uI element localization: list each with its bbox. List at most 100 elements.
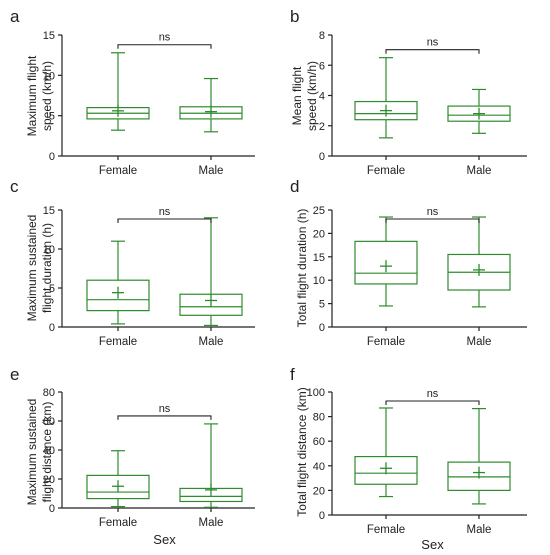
x-tick-label: Female [99,517,137,529]
iqr-box [86,279,150,312]
iqr-box [447,461,511,491]
significance-label: ns [159,403,171,415]
significance-bracket [385,400,480,405]
y-axis-label-line: Maximum flight [25,55,39,136]
significance-label: ns [427,37,439,49]
y-axis-label-line: Maximum sustained [25,399,39,506]
panel-letter: b [290,7,299,26]
y-axis-label: Maximum sustainedflight distance (km) [25,399,54,506]
y-tick-label: 6 [319,60,325,72]
x-tick-label: Male [467,336,492,348]
y-tick-label: 20 [43,474,55,486]
y-tick-label: 80 [313,412,325,424]
x-tick-label: Female [367,336,405,348]
iqr-box [354,240,418,285]
x-tick-label: Male [199,165,224,177]
iqr-box [354,455,418,485]
iqr-box [86,474,150,500]
panel-letter: a [10,7,20,26]
y-tick-label: 0 [319,322,325,334]
y-tick-label: 10 [43,70,55,82]
y-tick-label: 80 [43,387,55,399]
x-tick-label: Male [199,336,224,348]
y-axis-label: Maximum flightspeed (km/h) [25,55,54,136]
y-tick-label: 40 [313,461,325,473]
y-tick-label: 0 [319,151,325,163]
x-axis-label: Sex [421,537,444,552]
significance-label: ns [159,206,171,218]
x-tick-label: Male [467,165,492,177]
x-axis-label: Sex [153,532,176,547]
y-axis-label-line: Mean flight [290,66,304,125]
y-tick-label: 2 [319,121,325,133]
significance-bracket [117,44,212,49]
panel-b: b 0 2 4 6 8 Female Male Mean flightspeed (km/h) n… [290,7,527,177]
iqr-box [447,105,511,122]
y-tick-label: 25 [313,205,325,217]
box-female [354,57,418,139]
y-axis-label: Mean flightspeed (km/h) [290,61,319,131]
y-axis-label-line: speed (km/h) [305,61,319,131]
y-tick-label: 20 [313,485,325,497]
y-axis-label-line: flight distance (km) [40,402,54,503]
panel-f: f 0 20 40 60 80 100 Female Male Total flight dist… [290,365,527,552]
y-tick-label: 15 [43,205,55,217]
significance-label: ns [159,32,171,44]
y-tick-label: 15 [313,252,325,264]
y-axis-label-line: speed (km/h) [40,61,54,131]
y-axis-label: Maximum sustainedflight duration (h) [25,215,54,322]
box-female [86,240,150,325]
panel-letter: e [10,365,19,384]
y-axis-label-line: flight duration (h) [40,223,54,313]
y-tick-label: 0 [49,322,55,334]
panel-a: a 0 5 10 15 Female Male Maximum flightspeed (km… [10,7,255,177]
y-tick-label: 8 [319,30,325,42]
box-male [447,408,511,505]
y-tick-label: 10 [43,244,55,256]
x-tick-label: Female [99,336,137,348]
y-tick-label: 40 [43,445,55,457]
iqr-box [354,100,418,121]
x-tick-label: Female [367,524,405,536]
box-male [447,216,511,308]
panel-d: d 0 5 10 15 20 25 Female Male Total flight durati… [290,177,527,348]
significance-bracket [117,218,212,223]
y-axis-label: Total flight duration (h) [295,209,309,328]
box-female [86,52,150,131]
y-tick-label: 5 [49,283,55,295]
iqr-box [179,293,243,316]
panel-letter: c [10,177,19,196]
box-female [354,216,418,307]
y-axis-label-line: Maximum sustained [25,215,39,322]
y-axis-label-line: Total flight distance (km) [295,387,309,516]
y-tick-label: 20 [313,228,325,240]
y-axis-label-line: Total flight duration (h) [295,209,309,328]
y-tick-label: 60 [313,436,325,448]
y-tick-label: 4 [319,91,325,103]
y-tick-label: 0 [49,151,55,163]
significance-bracket [385,218,480,223]
y-axis-label: Total flight distance (km) [295,387,309,516]
significance-bracket [385,49,480,54]
significance-bracket [117,415,212,420]
panel-c: c 0 5 10 15 Female Male Maximum sustainedflight… [10,177,255,348]
box-female [354,407,418,498]
significance-label: ns [427,206,439,218]
box-male [179,217,243,327]
y-tick-label: 60 [43,416,55,428]
y-tick-label: 0 [319,510,325,522]
box-male [447,88,511,134]
y-tick-label: 5 [319,299,325,311]
y-tick-label: 5 [49,111,55,123]
y-tick-label: 15 [43,30,55,42]
x-tick-label: Male [467,524,492,536]
y-tick-label: 10 [313,275,325,287]
box-male [179,423,243,508]
y-tick-label: 0 [49,503,55,515]
x-tick-label: Female [99,165,137,177]
box-female [86,450,150,508]
y-tick-label: 100 [307,387,325,399]
x-tick-label: Female [367,165,405,177]
panel-letter: d [290,177,299,196]
